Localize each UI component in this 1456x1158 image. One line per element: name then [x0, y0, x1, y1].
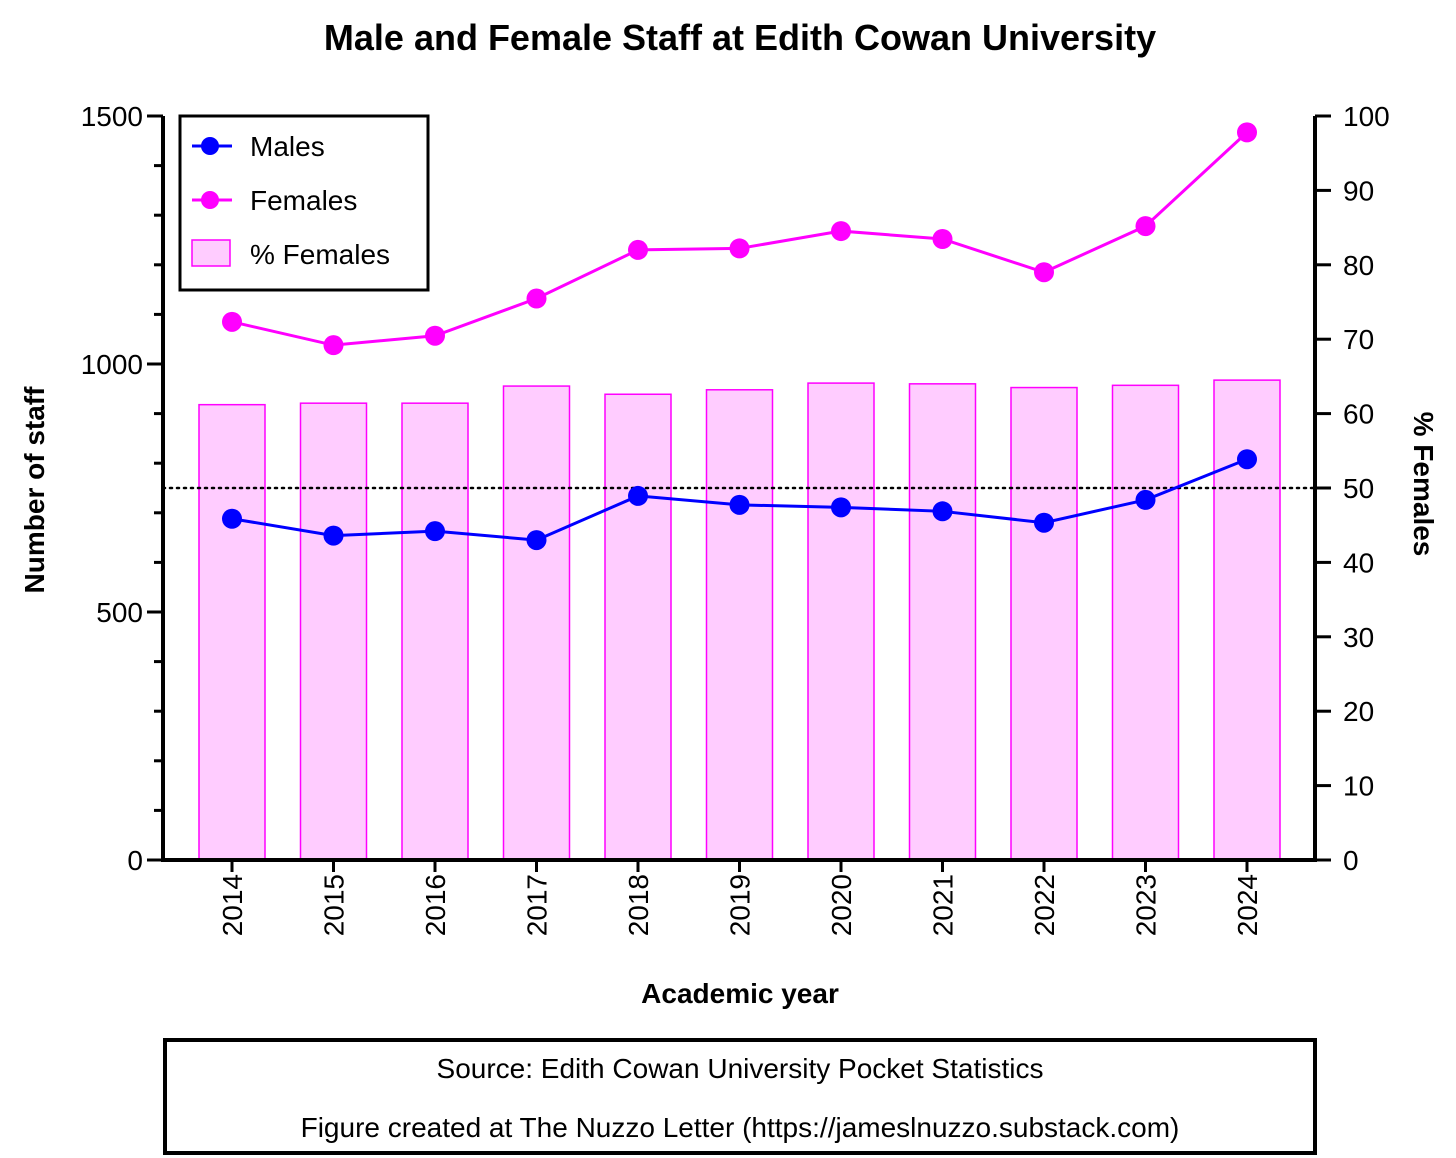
y2-tick-label: 60	[1343, 399, 1374, 430]
source-box-frame	[163, 1038, 1317, 1155]
y2-tick-label: 90	[1343, 175, 1374, 206]
pct-females-bar-2022	[1010, 386, 1078, 861]
y2-tick-label: 100	[1343, 101, 1390, 132]
x-tick-label: 2021	[928, 874, 959, 936]
x-tick-label: 2023	[1131, 874, 1162, 936]
y2-tick-label: 30	[1343, 622, 1374, 653]
legend-males-label: Males	[250, 131, 325, 162]
legend-males-marker	[201, 137, 219, 155]
males-point-2023	[1135, 489, 1156, 510]
y2-tick-label: 20	[1343, 696, 1374, 727]
males-point-2019	[729, 494, 750, 515]
pct-females-bar-2017	[502, 385, 571, 861]
y2-tick-label: 70	[1343, 324, 1374, 355]
x-tick-label: 2014	[217, 874, 248, 936]
pct-females-bar-2020	[807, 382, 875, 861]
x-tick-label: 2020	[826, 874, 857, 936]
y2-tick-label: 40	[1343, 547, 1374, 578]
males-point-2016	[425, 521, 445, 542]
y-tick-label: 1500	[81, 101, 143, 132]
males-point-2024	[1237, 449, 1257, 470]
females-point-2021	[932, 229, 953, 250]
y2-tick-label: 50	[1343, 473, 1374, 504]
x-tick-label: 2016	[420, 874, 451, 936]
pct-females-bar-2016	[401, 402, 469, 861]
males-point-2015	[323, 525, 344, 546]
y-axis-label: Number of staff	[19, 386, 50, 594]
males-point-2014	[222, 508, 242, 529]
y2-axis-label: % Females	[1408, 412, 1439, 557]
pct-females-bar-2019	[705, 389, 774, 861]
y2-tick-label: 0	[1343, 845, 1359, 876]
females-point-2024	[1237, 122, 1257, 143]
pct-females-bar-2015	[299, 402, 368, 861]
pct-females-bar-2023	[1111, 384, 1180, 861]
males-point-2017	[526, 530, 547, 551]
females-point-2023	[1135, 216, 1156, 237]
pct-females-bar-2014	[198, 403, 266, 861]
x-tick-label: 2022	[1029, 874, 1060, 936]
x-tick-label: 2018	[623, 874, 654, 936]
source-line: Source: Edith Cowan University Pocket St…	[437, 1053, 1044, 1084]
legend-pct-swatch	[191, 239, 231, 267]
x-axis-label: Academic year	[641, 978, 839, 1009]
legend-females-marker	[201, 191, 219, 209]
x-tick-label: 2019	[725, 874, 756, 936]
females-point-2022	[1034, 262, 1054, 283]
females-point-2018	[628, 239, 648, 260]
pct-females-bar-2021	[908, 383, 977, 861]
pct-females-bar-2018	[604, 393, 672, 861]
females-point-2014	[222, 311, 242, 332]
legend: Males Females % Females	[178, 114, 430, 292]
y2-tick-label: 10	[1343, 771, 1374, 802]
females-point-2016	[425, 325, 445, 346]
males-point-2018	[628, 485, 648, 506]
x-tick-label: 2024	[1232, 874, 1263, 936]
males-point-2021	[932, 501, 953, 522]
females-point-2019	[729, 238, 750, 259]
females-point-2020	[831, 221, 851, 242]
y2-tick-label: 80	[1343, 250, 1374, 281]
y-tick-label: 500	[96, 597, 143, 628]
legend-females-label: Females	[250, 185, 357, 216]
plot-area: 0 500 1000 1500 0 10 20 30 40 50 60 70 80 90 100 2014 20…	[81, 101, 1390, 936]
source-box: Source: Edith Cowan University Pocket St…	[163, 1038, 1317, 1155]
y-tick-label: 0	[127, 845, 143, 876]
y-tick-label: 1000	[81, 349, 143, 380]
females-point-2017	[526, 288, 547, 309]
chart-title: Male and Female Staff at Edith Cowan Uni…	[324, 17, 1156, 58]
x-tick-label: 2015	[319, 874, 350, 936]
x-tick-label: 2017	[522, 874, 553, 936]
males-point-2020	[831, 497, 851, 518]
males-point-2022	[1034, 512, 1054, 533]
females-point-2015	[323, 335, 344, 356]
legend-pct-label: % Females	[250, 239, 390, 270]
credit-line: Figure created at The Nuzzo Letter (http…	[301, 1112, 1180, 1143]
